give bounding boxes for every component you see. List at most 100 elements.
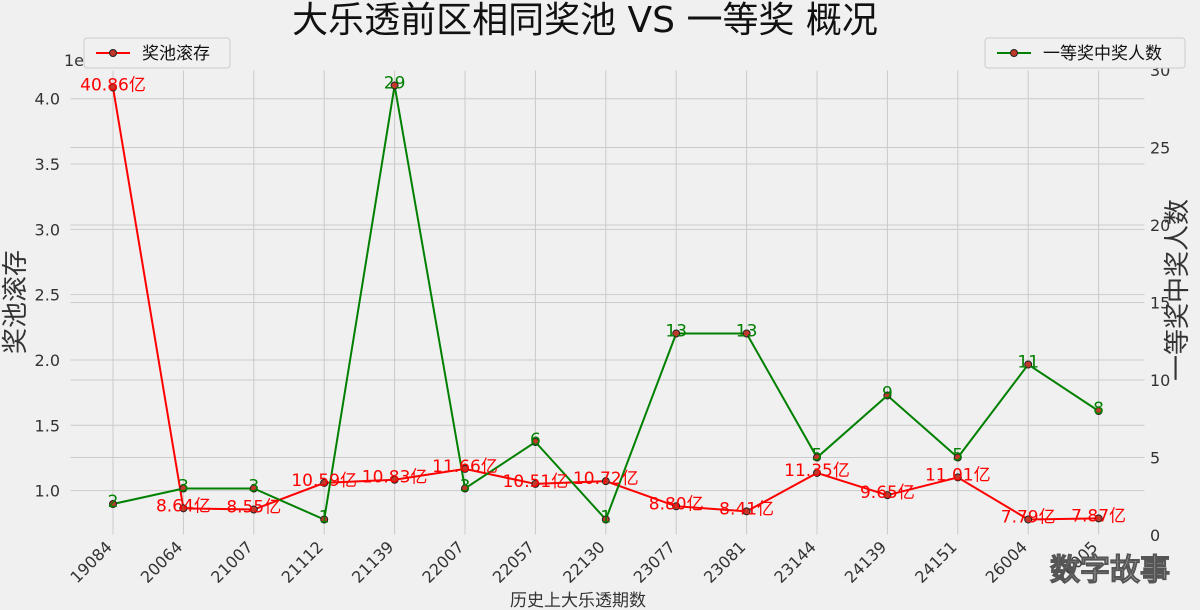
data-label: 7.79亿 [1001,507,1056,527]
data-label: 10.59亿 [291,471,357,491]
x-tick-label: 19084 [66,537,115,586]
x-tick-label: 21007 [207,537,256,586]
x-tick-label: 24139 [841,537,890,586]
series-point [461,464,469,473]
legend-right: 一等奖中奖人数 [984,37,1186,69]
data-label: 5 [952,446,963,466]
plot-frame [69,69,1146,536]
series-point [1024,515,1033,524]
series-point [883,391,892,400]
left-tick-label: 1.5 [35,416,60,435]
x-tick-label: 26004 [982,537,1031,586]
data-label: 9 [882,384,893,404]
left-tick-label: 2.0 [35,351,60,370]
data-label: 10.51亿 [503,472,569,492]
data-label: 1 [600,508,611,528]
series-point [390,81,399,90]
series-point [249,505,258,514]
series-point [672,329,681,338]
legend-left: 奖池滚存 [83,37,231,69]
series-point [320,478,329,487]
series-point [179,504,188,513]
right-tick-label: 15 [1150,294,1170,313]
left-tick-label: 1.0 [35,482,60,501]
data-label: 13 [665,322,687,342]
series-point [813,468,821,477]
series-layer [109,81,1103,524]
series-point [109,500,117,508]
data-label: 11.01亿 [925,465,991,485]
left-tick-label: 3.5 [35,155,60,174]
data-label: 7.87亿 [1071,506,1126,526]
left-axis-label: 奖池滚存 [1,250,31,354]
x-tick-label: 22007 [418,537,467,586]
chart-title: 大乐透前区相同奖池 VS 一等奖 概况 [292,0,878,41]
series-point [601,477,610,486]
series-point [672,502,681,511]
x-tick-label: 20064 [137,537,186,586]
x-axis-ticks: 19084 20064 21007 21112 21139 22007 22057 22130… [66,537,1101,586]
x-tick-label: 21112 [278,537,327,586]
data-label: 3 [460,477,471,497]
data-label: 3 [178,477,189,497]
series-point [531,438,540,446]
data-labels: 40.86亿 8.64亿 8.55亿 10.59亿 10.83亿11.66亿10.51亿… [80,74,1126,528]
legend-left-label: 奖池滚存 [142,44,210,64]
data-label: 2 [108,492,119,512]
series-point [179,484,188,493]
data-label: 11 [1017,353,1039,373]
x-tick-label: 23081 [700,537,749,586]
data-label: 13 [736,322,758,342]
data-label: 1 [319,508,330,528]
series-point [813,453,821,462]
legend-right-label: 一等奖中奖人数 [1043,44,1162,64]
x-tick-label: 22057 [489,537,538,586]
data-label: 10.83亿 [362,468,428,488]
series-point [249,484,258,493]
x-tick-label: 22130 [559,537,608,586]
data-label: 8.64亿 [156,496,211,516]
legend-left-marker [109,49,117,57]
data-label: 29 [384,74,406,94]
series-point [390,475,399,484]
legend-right-box [984,37,1186,69]
data-label: 8.41亿 [719,499,774,519]
x-tick-label: 24151 [911,537,960,586]
right-tick-label: 25 [1150,139,1170,158]
right-axis-label: 一等奖中奖人数 [1163,199,1193,381]
series-point [953,473,962,482]
data-label: 5 [812,446,823,466]
left-tick-label: 2.5 [35,286,60,305]
series-point [1094,407,1103,415]
data-label: 8 [1093,399,1104,419]
data-label: 40.86亿 [80,76,146,96]
data-label: 8.80亿 [649,494,704,514]
left-axis-ticks: 1.0 1.5 2.0 2.5 3.0 3.5 4.0 [35,90,60,501]
series-point [1094,514,1103,523]
x-axis-label: 历史上大乐透期数 [510,591,646,610]
watermark: 数字故事 [1050,553,1170,588]
data-label: 8.55亿 [226,498,281,518]
left-tick-label: 3.0 [35,220,60,239]
data-label: 3 [248,477,259,497]
x-tick-label: 21139 [348,537,397,586]
x-tick-label: 23077 [630,537,679,586]
series-point [1024,360,1033,369]
data-label: 10.72亿 [573,469,639,489]
series-point [883,491,892,500]
right-tick-label: 10 [1150,371,1170,390]
x-tick-label: 23144 [770,537,819,586]
series-point [742,329,751,338]
series-point [320,515,329,524]
series-point [601,515,610,524]
right-tick-label: 5 [1150,449,1160,468]
series-point [109,83,117,92]
series-point [461,484,469,493]
left-tick-label: 4.0 [35,90,60,109]
series-point [742,507,751,516]
right-tick-label: 20 [1150,216,1170,235]
series-point [953,453,962,462]
